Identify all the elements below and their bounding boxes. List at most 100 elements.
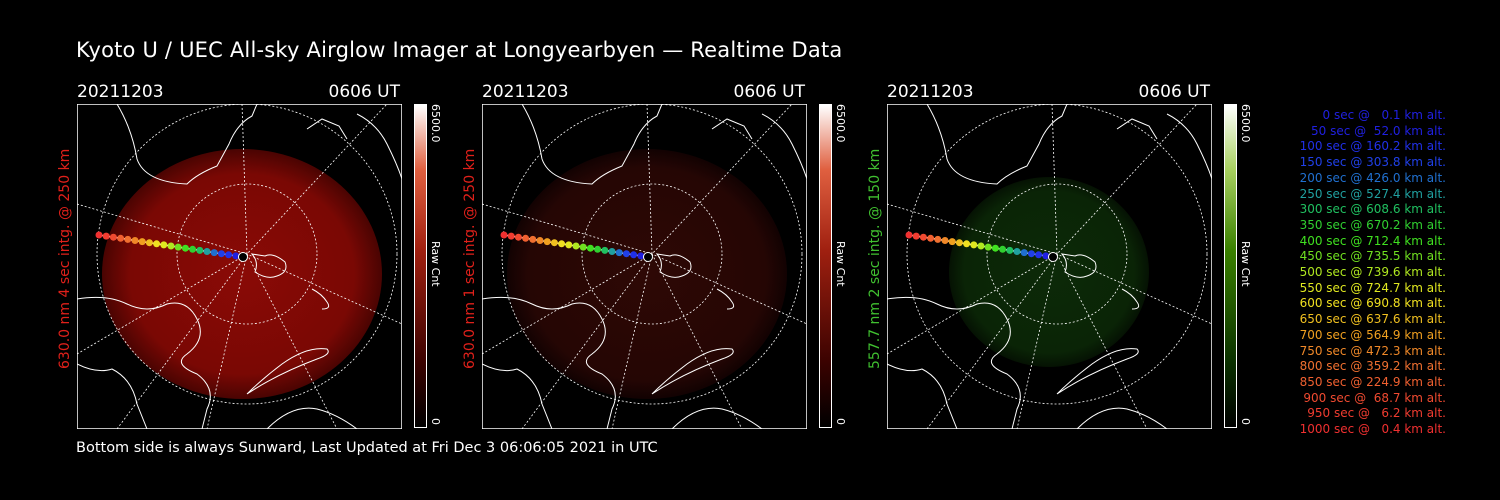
trajectory-point (138, 238, 146, 246)
footer-note: Bottom side is always Sunward, Last Upda… (76, 440, 658, 456)
trajectory-point (131, 237, 139, 244)
rocket-trajectory (905, 231, 1058, 262)
trajectory-point (102, 232, 110, 240)
legend-row: 800 sec @ 359.2 km alt. (1299, 359, 1446, 374)
legend-row: 900 sec @ 68.7 km alt. (1303, 390, 1446, 405)
coastline-map (77, 104, 402, 429)
trajectory-point (225, 251, 233, 259)
legend-row: 1000 sec @ 0.4 km alt. (1299, 422, 1446, 437)
panel-2-time: 0606 UT (733, 82, 806, 102)
trajectory-point (1006, 246, 1014, 254)
airglow-disk (949, 177, 1149, 367)
legend-row: 350 sec @ 670.2 km alt. (1299, 217, 1446, 232)
coastline-map (887, 104, 1212, 429)
trajectory-point (217, 250, 225, 258)
page-title: Kyoto U / UEC All-sky Airglow Imager at … (76, 38, 843, 62)
trajectory-point (167, 242, 175, 250)
trajectory-point (95, 231, 103, 239)
panel-1-time: 0606 UT (328, 82, 401, 102)
legend-row: 50 sec @ 52.0 km alt. (1311, 123, 1446, 138)
panel-1-cbar-min: 0 (429, 418, 442, 425)
trajectory-point (615, 249, 623, 257)
coastline-map (482, 104, 807, 429)
panel-2-date: 20211203 (482, 82, 569, 102)
airglow-disk (102, 149, 382, 399)
trajectory-point (500, 231, 508, 239)
legend-row: 100 sec @ 160.2 km alt. (1299, 139, 1446, 154)
trajectory-point (109, 233, 117, 241)
legend-row: 550 sec @ 724.7 km alt. (1299, 280, 1446, 295)
trajectory-point (572, 242, 580, 250)
trajectory-point (1042, 252, 1050, 260)
trajectory-point (948, 238, 956, 246)
trajectory-point (1020, 249, 1028, 257)
rocket-trajectory (500, 231, 653, 262)
trajectory-point (238, 252, 248, 262)
panel-3-cbar-unit: Raw Cnt (1239, 241, 1252, 287)
trajectory-point (970, 241, 978, 249)
legend-row: 450 sec @ 735.5 km alt. (1299, 249, 1446, 264)
legend-row: 0 sec @ 0.1 km alt. (1322, 108, 1447, 122)
trajectory-point (507, 232, 515, 240)
trajectory-point (919, 233, 927, 241)
legend-row: 650 sec @ 637.6 km alt. (1299, 312, 1446, 327)
trajectory-point (637, 252, 645, 260)
panel-3-time: 0606 UT (1138, 82, 1211, 102)
trajectory-point (586, 244, 594, 252)
trajectory-point (643, 252, 653, 262)
panel-1-image (77, 104, 402, 429)
panel-2-image (482, 104, 807, 429)
panel-1-cbar-unit: Raw Cnt (429, 241, 442, 287)
trajectory-point (963, 240, 971, 248)
trajectory-point (117, 234, 125, 242)
trajectory-point (196, 246, 204, 254)
panel-3-ylabel: 557.7 nm 2 sec intg. @ 150 km (867, 148, 883, 369)
legend-row: 850 sec @ 224.9 km alt. (1299, 374, 1446, 389)
trajectory-point (203, 248, 211, 255)
trajectory-point (536, 237, 544, 244)
panel-2-colorbar (819, 104, 832, 428)
legend-row: 250 sec @ 527.4 km alt. (1299, 186, 1446, 201)
trajectory-point (232, 252, 240, 260)
trajectory-legend: 0 sec @ 0.1 km alt. 50 sec @ 52.0 km alt.… (1268, 108, 1446, 438)
panel-3-cbar-max: 6500.0 (1239, 104, 1252, 143)
panel-2-cbar-max: 6500.0 (834, 104, 847, 143)
trajectory-point (594, 245, 602, 253)
trajectory-point (941, 237, 949, 244)
trajectory-point (955, 239, 963, 247)
panel-1-date: 20211203 (77, 82, 164, 102)
trajectory-point (181, 244, 189, 252)
trajectory-point (927, 234, 935, 242)
legend-row: 400 sec @ 712.4 km alt. (1299, 233, 1446, 248)
trajectory-point (550, 239, 558, 247)
trajectory-point (558, 240, 566, 248)
trajectory-point (601, 246, 609, 254)
panel-2-cbar-min: 0 (834, 418, 847, 425)
airglow-disk (507, 149, 787, 399)
panel-1-colorbar (414, 104, 427, 428)
trajectory-point (977, 242, 985, 250)
trajectory-point (912, 232, 920, 240)
trajectory-point (124, 235, 132, 243)
legend-row: 200 sec @ 426.0 km alt. (1299, 170, 1446, 185)
legend-row: 750 sec @ 472.3 km alt. (1299, 343, 1446, 358)
trajectory-point (529, 235, 537, 243)
trajectory-point (608, 248, 616, 255)
panel-2-ylabel: 630.0 nm 1 sec intg. @ 250 km (462, 148, 478, 369)
panel-3-image (887, 104, 1212, 429)
rocket-trajectory (95, 231, 248, 262)
panel-3-colorbar (1224, 104, 1237, 428)
panel-3-date: 20211203 (887, 82, 974, 102)
trajectory-point (174, 243, 182, 251)
trajectory-point (153, 240, 161, 248)
trajectory-point (1027, 250, 1035, 258)
trajectory-point (210, 249, 218, 257)
trajectory-point (522, 234, 530, 242)
trajectory-point (934, 235, 942, 243)
trajectory-point (189, 245, 197, 253)
legend-row: 600 sec @ 690.8 km alt. (1299, 296, 1446, 311)
trajectory-point (145, 239, 153, 247)
panel-1-ylabel: 630.0 nm 4 sec intg. @ 250 km (57, 148, 73, 369)
trajectory-point (991, 244, 999, 252)
